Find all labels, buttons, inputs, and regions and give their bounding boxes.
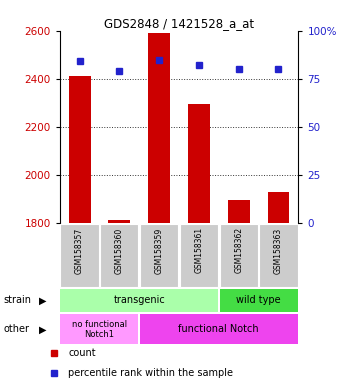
Text: wild type: wild type [236,295,281,306]
Bar [220,224,258,287]
Bar [148,33,170,223]
Bar [268,192,290,223]
Text: GSM158357: GSM158357 [75,227,84,273]
Bar [60,314,138,344]
Text: percentile rank within the sample: percentile rank within the sample [68,367,233,377]
Text: count: count [68,348,96,358]
Bar [69,76,90,223]
Text: ▶: ▶ [39,295,47,306]
Bar [108,220,130,223]
Title: GDS2848 / 1421528_a_at: GDS2848 / 1421528_a_at [104,17,254,30]
Bar [228,200,250,223]
Text: GSM158359: GSM158359 [154,227,164,273]
Text: transgenic: transgenic [113,295,165,306]
Text: no functional
Notch1: no functional Notch1 [72,319,127,339]
Bar [60,289,218,312]
Text: GSM158362: GSM158362 [234,227,243,273]
Bar [180,224,218,287]
Text: GSM158360: GSM158360 [115,227,124,273]
Text: ▶: ▶ [39,324,47,334]
Bar [100,224,138,287]
Text: GSM158363: GSM158363 [274,227,283,273]
Bar [260,224,298,287]
Text: other: other [3,324,29,334]
Bar [188,104,210,223]
Text: strain: strain [3,295,31,306]
Bar [60,224,99,287]
Bar [220,289,298,312]
Text: functional Notch: functional Notch [178,324,259,334]
Bar [140,224,178,287]
Bar [140,314,298,344]
Text: GSM158361: GSM158361 [194,227,204,273]
